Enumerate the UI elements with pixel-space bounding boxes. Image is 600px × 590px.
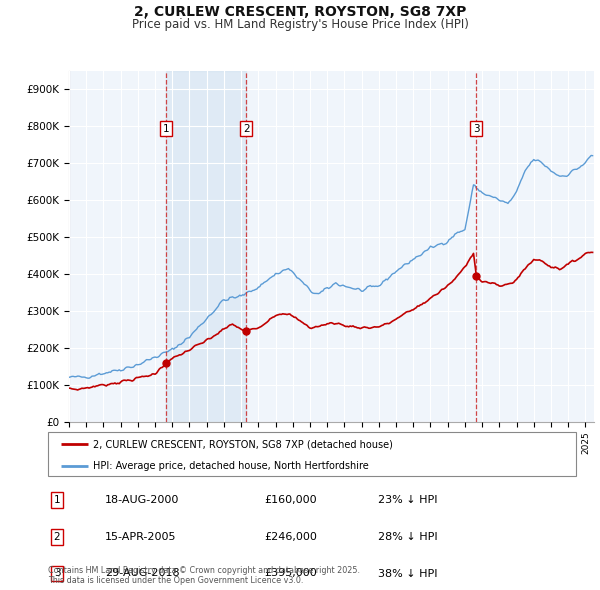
Text: £246,000: £246,000	[264, 532, 317, 542]
Text: 2: 2	[53, 532, 61, 542]
Text: 3: 3	[53, 569, 61, 578]
Text: 18-AUG-2000: 18-AUG-2000	[105, 496, 179, 505]
Text: £395,000: £395,000	[264, 569, 317, 578]
Text: 38% ↓ HPI: 38% ↓ HPI	[378, 569, 437, 578]
FancyBboxPatch shape	[48, 432, 576, 476]
Text: £160,000: £160,000	[264, 496, 317, 505]
Text: 2: 2	[243, 124, 250, 134]
Text: 28% ↓ HPI: 28% ↓ HPI	[378, 532, 437, 542]
Text: 1: 1	[53, 496, 61, 505]
Text: 1: 1	[163, 124, 169, 134]
Bar	[166, 71, 246, 422]
Text: 2, CURLEW CRESCENT, ROYSTON, SG8 7XP (detached house): 2, CURLEW CRESCENT, ROYSTON, SG8 7XP (de…	[93, 440, 393, 449]
Text: HPI: Average price, detached house, North Hertfordshire: HPI: Average price, detached house, Nort…	[93, 461, 368, 471]
Text: 29-AUG-2018: 29-AUG-2018	[105, 569, 179, 578]
Text: 15-APR-2005: 15-APR-2005	[105, 532, 176, 542]
Text: 3: 3	[473, 124, 479, 134]
Text: 23% ↓ HPI: 23% ↓ HPI	[378, 496, 437, 505]
Text: 2, CURLEW CRESCENT, ROYSTON, SG8 7XP: 2, CURLEW CRESCENT, ROYSTON, SG8 7XP	[134, 5, 466, 19]
Text: Contains HM Land Registry data © Crown copyright and database right 2025.
This d: Contains HM Land Registry data © Crown c…	[48, 566, 360, 585]
Text: Price paid vs. HM Land Registry's House Price Index (HPI): Price paid vs. HM Land Registry's House …	[131, 18, 469, 31]
